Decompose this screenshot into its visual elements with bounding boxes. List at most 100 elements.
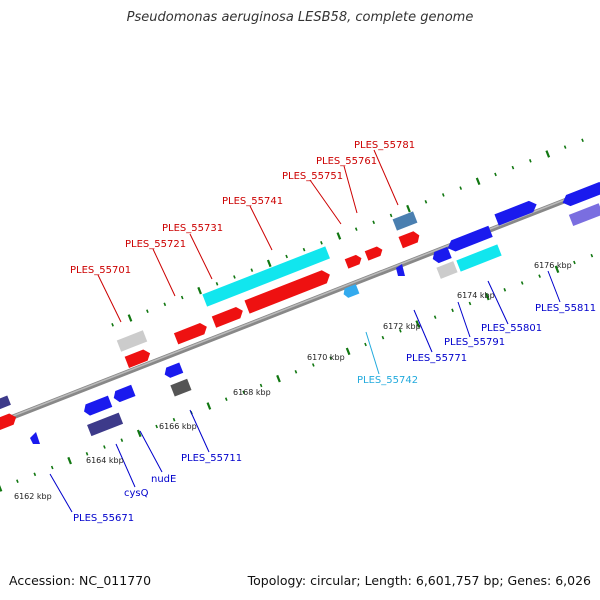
gene-label[interactable]: PLES_55711	[181, 453, 242, 464]
gene-ples-55701[interactable]	[173, 321, 209, 345]
tick-label: 6176 kbp	[534, 261, 572, 270]
tick-mark	[33, 472, 37, 477]
gene-ples-55711[interactable]	[82, 395, 113, 417]
tick-mark	[433, 315, 437, 319]
gene-steel-blue[interactable]	[392, 211, 418, 231]
gene-track	[0, 181, 600, 444]
tick-mark	[127, 314, 133, 322]
tick-mark	[302, 247, 306, 252]
tick-mark	[146, 309, 149, 313]
tick-mark	[285, 254, 288, 259]
tick-mark	[266, 259, 272, 268]
gene-ples-55742[interactable]	[342, 284, 360, 299]
tick-mark	[224, 397, 228, 401]
gene-ples-55761[interactable]	[364, 245, 384, 261]
tick-mark	[67, 456, 72, 465]
tick-mark	[354, 227, 358, 231]
tick-mark	[529, 159, 532, 163]
tick-mark	[311, 363, 315, 367]
gene-label[interactable]: PLES_55671	[73, 513, 134, 524]
tick-mark	[573, 260, 576, 265]
gene-ples-55801[interactable]	[456, 244, 502, 272]
tick-mark	[197, 286, 202, 295]
tick-mark	[294, 370, 298, 374]
tick-mark	[103, 445, 106, 449]
gene-small-blue[interactable]	[431, 246, 452, 265]
tick-label: 6174 kbp	[457, 291, 495, 300]
gene-dark-gray[interactable]	[170, 378, 192, 397]
gene-red-edge[interactable]	[0, 412, 18, 433]
gene-blue-mid[interactable]	[163, 362, 184, 379]
gene-label[interactable]: cysQ	[124, 488, 149, 499]
gene-purple-right[interactable]	[568, 203, 600, 227]
gene-label[interactable]: PLES_55801	[481, 323, 542, 334]
tick-mark	[415, 320, 421, 328]
gene-gray-right[interactable]	[436, 261, 458, 279]
gene-ples-55671[interactable]	[30, 432, 40, 444]
gene-ples-55751[interactable]	[344, 253, 364, 269]
tick-mark	[276, 374, 281, 383]
tick-mark	[424, 200, 428, 204]
gene-label[interactable]: PLES_55811	[535, 303, 596, 314]
tick-mark	[345, 347, 351, 356]
tick-mark	[50, 465, 54, 470]
tick-mark	[250, 268, 254, 272]
tick-mark	[233, 275, 236, 279]
map-title: Pseudomonas aeruginosa LESB58, complete …	[126, 10, 474, 25]
gene-ples-55781[interactable]	[398, 230, 422, 249]
tick-mark	[451, 308, 454, 313]
tick-mark	[563, 145, 567, 149]
gene-ples-55731[interactable]	[244, 268, 332, 314]
gene-label[interactable]: PLES_55781	[354, 140, 415, 151]
tick-mark	[111, 323, 114, 327]
tick-label: 6162 kbp	[14, 492, 52, 501]
gene-label[interactable]: PLES_55741	[222, 196, 283, 207]
tick-mark	[538, 274, 541, 278]
tick-label: 6168 kbp	[233, 388, 271, 397]
tick-mark	[485, 292, 490, 301]
tick-label: 6170 kbp	[307, 353, 345, 362]
tick-mark	[511, 165, 515, 170]
tick-mark	[242, 390, 246, 395]
gene-label[interactable]: PLES_55761	[316, 156, 377, 167]
gene-ples-55721[interactable]	[211, 305, 245, 328]
tick-mark	[259, 383, 263, 388]
tick-mark	[320, 241, 323, 245]
gene-gray-left[interactable]	[116, 330, 148, 352]
gene-label[interactable]: PLES_55751	[282, 171, 343, 182]
tick-mark	[399, 329, 402, 333]
tick-mark	[372, 220, 376, 225]
gene-ples-55791[interactable]	[446, 225, 493, 254]
gene-ples-55771[interactable]	[396, 264, 405, 276]
tick-mark	[336, 232, 342, 240]
tick-mark	[389, 213, 393, 218]
tick-labels: 6162 kbp 6164 kbp 6166 kbp 6168 kbp 6170…	[14, 261, 572, 501]
gene-label[interactable]: PLES_55731	[162, 223, 223, 234]
tick-mark	[85, 452, 89, 456]
leader-lines	[49, 149, 561, 513]
gene-label[interactable]: nudE	[151, 474, 176, 485]
tick-mark	[406, 204, 411, 213]
tick-mark	[545, 150, 551, 158]
gene-label[interactable]: PLES_55701	[70, 265, 131, 276]
tick-mark	[503, 288, 507, 292]
gene-label[interactable]: PLES_55721	[125, 239, 186, 250]
gene-labels: PLES_55781 PLES_55761 PLES_55751 PLES_55…	[70, 140, 596, 524]
gene-ples-55821[interactable]	[560, 181, 600, 208]
gene-label[interactable]: PLES_55791	[444, 337, 505, 348]
gene-label[interactable]: PLES_55771	[406, 353, 467, 364]
gene-purple-edge[interactable]	[0, 395, 11, 412]
tick-mark	[16, 479, 19, 483]
gene-ples-55741[interactable]	[202, 246, 331, 307]
gene-cysq-neighbor[interactable]	[112, 384, 136, 404]
gene-cysq[interactable]	[87, 412, 124, 437]
genome-backbone	[0, 184, 600, 425]
gene-red-small[interactable]	[124, 348, 153, 368]
gene-ples-55811[interactable]	[494, 199, 538, 226]
tick-mark	[180, 295, 184, 300]
gene-label[interactable]: PLES_55742	[357, 375, 418, 386]
tick-mark	[520, 281, 524, 285]
tick-mark	[215, 282, 219, 286]
tick-mark	[0, 484, 3, 492]
